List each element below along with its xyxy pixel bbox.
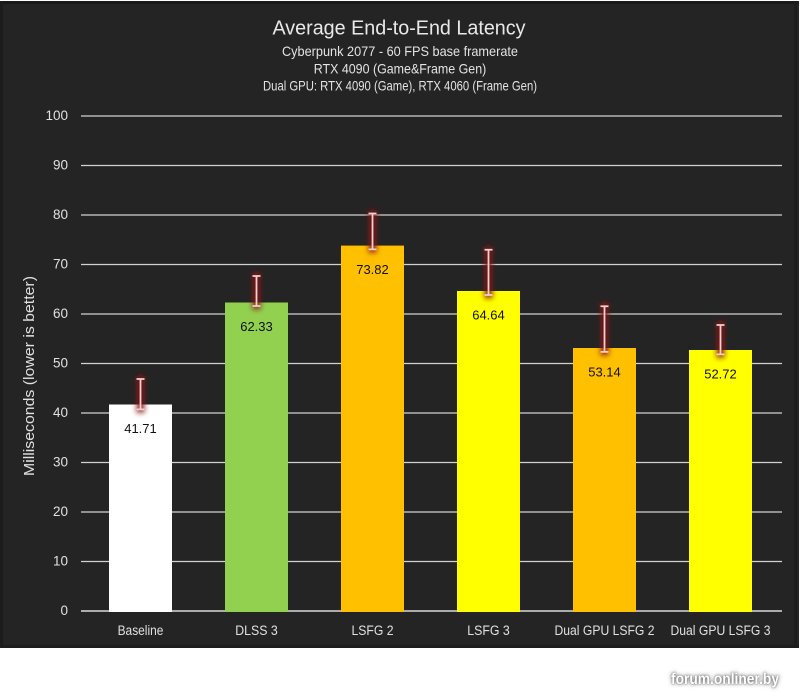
svg-text:80: 80 (53, 207, 68, 222)
svg-text:Cyberpunk 2077 - 60 FPS base f: Cyberpunk 2077 - 60 FPS base framerate (282, 43, 518, 59)
svg-text:50: 50 (53, 356, 68, 371)
svg-text:10: 10 (53, 554, 68, 569)
svg-text:0: 0 (60, 603, 68, 618)
svg-text:52.72: 52.72 (704, 366, 737, 381)
svg-text:60: 60 (53, 306, 68, 321)
svg-text:70: 70 (53, 257, 68, 272)
svg-text:90: 90 (53, 158, 68, 173)
svg-text:64.64: 64.64 (472, 307, 505, 322)
svg-text:100: 100 (45, 108, 68, 123)
svg-text:41.71: 41.71 (124, 421, 157, 436)
svg-text:30: 30 (53, 455, 68, 470)
svg-text:Dual GPU LSFG 2: Dual GPU LSFG 2 (555, 623, 655, 638)
svg-text:LSFG 3: LSFG 3 (467, 623, 510, 638)
svg-text:forum.onliner.by: forum.onliner.by (671, 671, 779, 688)
svg-text:RTX 4090 (Game&Frame Gen): RTX 4090 (Game&Frame Gen) (314, 61, 487, 77)
svg-text:40: 40 (53, 405, 68, 420)
svg-text:62.33: 62.33 (240, 319, 273, 334)
svg-text:53.14: 53.14 (588, 364, 621, 379)
svg-text:forum.onliner.by: forum.onliner.by (671, 671, 779, 688)
svg-text:Dual GPU LSFG 3: Dual GPU LSFG 3 (671, 623, 771, 638)
svg-text:20: 20 (53, 504, 68, 519)
svg-text:forum.onliner.by: forum.onliner.by (671, 671, 779, 688)
svg-text:LSFG 2: LSFG 2 (352, 623, 394, 638)
svg-text:Dual GPU: RTX 4090 (Game), RTX: Dual GPU: RTX 4090 (Game), RTX 4060 (Fra… (263, 78, 537, 94)
svg-text:Baseline: Baseline (118, 623, 164, 638)
svg-text:DLSS 3: DLSS 3 (235, 623, 278, 638)
svg-text:Average End-to-End Latency: Average End-to-End Latency (273, 17, 527, 40)
svg-text:Milliseconds (lower is better): Milliseconds (lower is better) (22, 276, 38, 476)
svg-text:73.82: 73.82 (356, 262, 389, 277)
